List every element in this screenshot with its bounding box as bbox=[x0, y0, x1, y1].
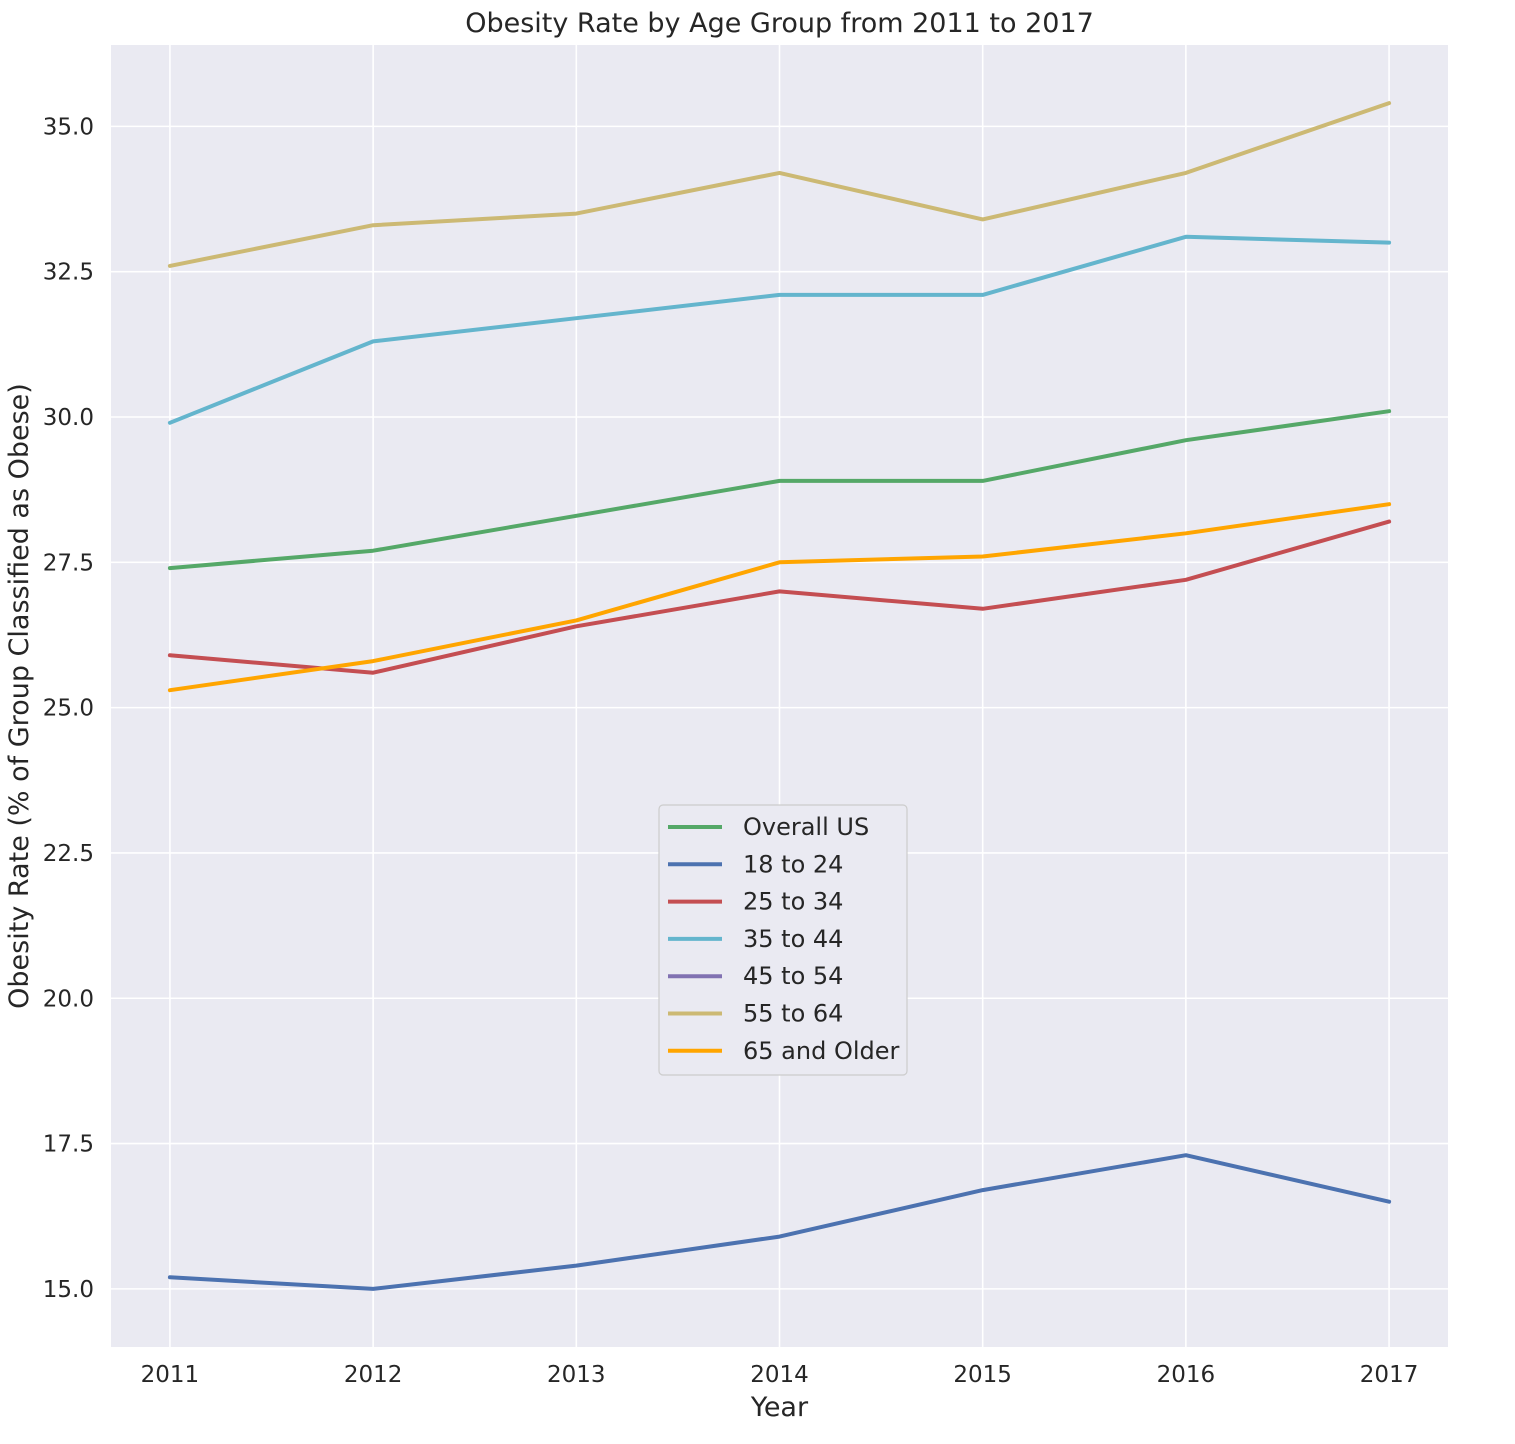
legend-label: 65 and Older bbox=[743, 1037, 900, 1065]
y-tick-label: 30.0 bbox=[43, 405, 94, 431]
x-tick-label: 2014 bbox=[750, 1362, 809, 1388]
y-tick-label: 27.5 bbox=[43, 550, 94, 576]
y-tick-label: 35.0 bbox=[43, 114, 94, 140]
x-tick-label: 2015 bbox=[953, 1362, 1012, 1388]
series-line-18-to-24 bbox=[167, 1153, 1392, 1291]
x-tick-label: 2013 bbox=[547, 1362, 606, 1388]
x-tick-label: 2011 bbox=[141, 1362, 200, 1388]
series-line-25-to-34 bbox=[167, 519, 1392, 675]
y-tick-label: 22.5 bbox=[43, 841, 94, 867]
series-lines bbox=[167, 101, 1392, 1291]
y-tick-label: 32.5 bbox=[43, 260, 94, 286]
tick-labels: 2011 2012 2013 2014 2015 2016 2017 15.0 17.5 20.0… bbox=[43, 114, 1419, 1388]
y-tick-label: 20.0 bbox=[43, 986, 94, 1012]
legend-label: 25 to 34 bbox=[743, 888, 843, 916]
y-tick-label: 15.0 bbox=[43, 1277, 94, 1303]
x-tick-label: 2012 bbox=[344, 1362, 403, 1388]
series-line-35-to-44 bbox=[167, 234, 1392, 425]
y-axis-label: Obesity Rate (% of Group Classified as O… bbox=[4, 383, 35, 1009]
legend: Overall US 18 to 24 25 to 34 35 to 44 45 to … bbox=[658, 804, 908, 1076]
legend-label: 18 to 24 bbox=[743, 850, 843, 878]
legend-label: 35 to 44 bbox=[743, 925, 843, 953]
x-tick-label: 2017 bbox=[1360, 1362, 1419, 1388]
legend-label: Overall US bbox=[743, 813, 869, 841]
series-line-65-and-older bbox=[167, 502, 1392, 693]
series-line-overall-us bbox=[167, 409, 1392, 571]
y-tick-label: 17.5 bbox=[43, 1132, 94, 1158]
chart-title: Obesity Rate by Age Group from 2011 to 2… bbox=[465, 8, 1094, 39]
legend-label: 55 to 64 bbox=[743, 1000, 843, 1028]
series-line-55-to-64 bbox=[167, 101, 1392, 268]
legend-box bbox=[658, 804, 908, 1076]
x-axis-label: Year bbox=[750, 1392, 809, 1423]
legend-label: 45 to 54 bbox=[743, 962, 843, 990]
x-tick-label: 2016 bbox=[1157, 1362, 1216, 1388]
y-tick-label: 25.0 bbox=[43, 696, 94, 722]
